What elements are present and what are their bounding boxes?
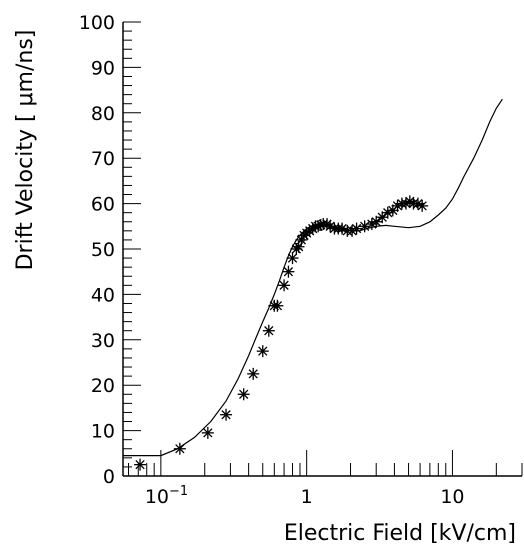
y-tick-label: 80 bbox=[91, 103, 115, 125]
data-point-stroke bbox=[279, 280, 289, 290]
data-point-stroke bbox=[272, 301, 283, 311]
data-point-stroke bbox=[283, 267, 294, 277]
y-tick-label: 60 bbox=[91, 194, 115, 216]
data-point bbox=[278, 279, 291, 292]
data-point-stroke bbox=[248, 369, 258, 379]
data-point-stroke bbox=[135, 459, 145, 470]
data-point-stroke bbox=[417, 201, 427, 211]
data-point-stroke bbox=[175, 444, 185, 454]
plot-area bbox=[122, 22, 522, 477]
data-point bbox=[247, 367, 260, 380]
data-point-stroke bbox=[264, 326, 274, 336]
data-point bbox=[237, 388, 250, 401]
data-point bbox=[391, 199, 404, 212]
y-tick-label: 90 bbox=[91, 57, 115, 79]
y-axis: 0 10 20 30 40 50 60 70 80 90 100 bbox=[79, 12, 141, 488]
data-point bbox=[256, 345, 269, 358]
data-point bbox=[134, 458, 147, 471]
x-tick-label: 10−1 bbox=[145, 484, 188, 508]
data-point-stroke bbox=[377, 212, 387, 222]
data-point bbox=[381, 206, 394, 219]
data-point bbox=[201, 426, 214, 439]
data-point bbox=[336, 222, 349, 235]
x-tick-label: 10 bbox=[440, 486, 464, 508]
data-point-stroke bbox=[239, 389, 249, 399]
data-point bbox=[220, 408, 233, 421]
y-axis-label: Drift Velocity [ μm/ns] bbox=[13, 30, 38, 271]
y-tick-label: 30 bbox=[91, 330, 115, 352]
data-point-stroke bbox=[325, 221, 335, 231]
data-point bbox=[262, 324, 275, 337]
data-point-stroke bbox=[405, 196, 415, 206]
data-point bbox=[286, 252, 299, 265]
y-tick-label: 0 bbox=[103, 466, 115, 488]
y-tick-label: 50 bbox=[91, 239, 115, 261]
y-tick-label: 40 bbox=[91, 284, 115, 306]
data-point bbox=[416, 199, 429, 212]
data-point-stroke bbox=[413, 198, 423, 209]
x-tick-label: 1 bbox=[301, 486, 313, 508]
series-layer bbox=[123, 98, 503, 471]
x-axis-label: Electric Field [kV/cm] bbox=[284, 521, 516, 546]
data-point-stroke bbox=[258, 346, 268, 356]
data-point-stroke bbox=[221, 410, 231, 420]
data-point-stroke bbox=[337, 223, 347, 234]
y-tick-label: 70 bbox=[91, 148, 115, 170]
data-point bbox=[282, 265, 295, 278]
y-tick-label: 100 bbox=[79, 12, 115, 34]
data-point-stroke bbox=[371, 217, 381, 227]
data-point bbox=[370, 215, 383, 228]
y-tick-label: 20 bbox=[91, 375, 115, 397]
y-tick-label: 10 bbox=[91, 421, 115, 443]
series-line bbox=[123, 98, 503, 457]
data-point bbox=[350, 222, 363, 235]
data-point bbox=[173, 442, 186, 455]
x-axis: 10−1 1 10 bbox=[128, 450, 523, 508]
data-point bbox=[271, 299, 284, 312]
data-point-stroke bbox=[203, 428, 213, 438]
data-point-stroke bbox=[287, 253, 298, 263]
